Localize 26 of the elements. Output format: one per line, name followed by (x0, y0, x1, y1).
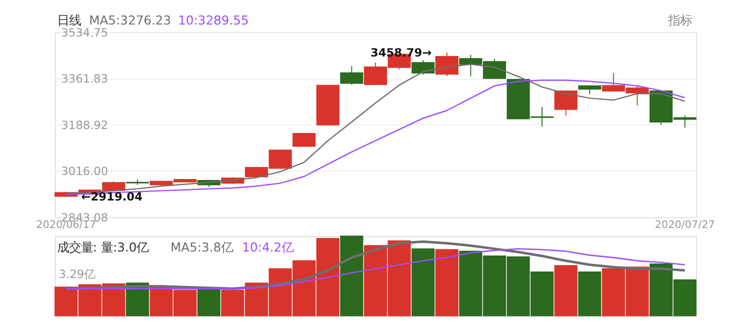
bar (412, 248, 435, 316)
candlestick (292, 132, 316, 148)
candlestick (340, 66, 364, 86)
candlestick (554, 90, 578, 116)
y-tick-label: 3016.00 (61, 164, 108, 178)
chart-title: 日线 (56, 14, 81, 28)
bar (340, 236, 364, 316)
candlestick (412, 59, 435, 76)
text: MA5:3.8亿 (170, 240, 234, 254)
bar (197, 288, 220, 316)
text: 10:3289.55 (178, 14, 249, 28)
y-tick-label: 3361.83 (61, 72, 108, 86)
chart-title: 成交量: 量:3.0亿 (56, 240, 149, 254)
bar (554, 265, 578, 316)
x-tick-label: 2020/07/27 (654, 219, 715, 232)
y-tick-label: 3534.75 (61, 25, 108, 40)
text: MA5:3276.23 (89, 14, 172, 28)
bar (578, 271, 602, 316)
annotation: ←2919.04 (81, 190, 143, 204)
annotation: 3.29亿 (58, 266, 96, 281)
candlestick (435, 52, 458, 77)
annotation: 3458.79→ (370, 45, 432, 60)
bar (435, 249, 458, 316)
text: 指标 (667, 14, 692, 28)
text: 10:4.2亿 (242, 240, 294, 254)
y-tick-label: 3188.92 (61, 118, 108, 132)
